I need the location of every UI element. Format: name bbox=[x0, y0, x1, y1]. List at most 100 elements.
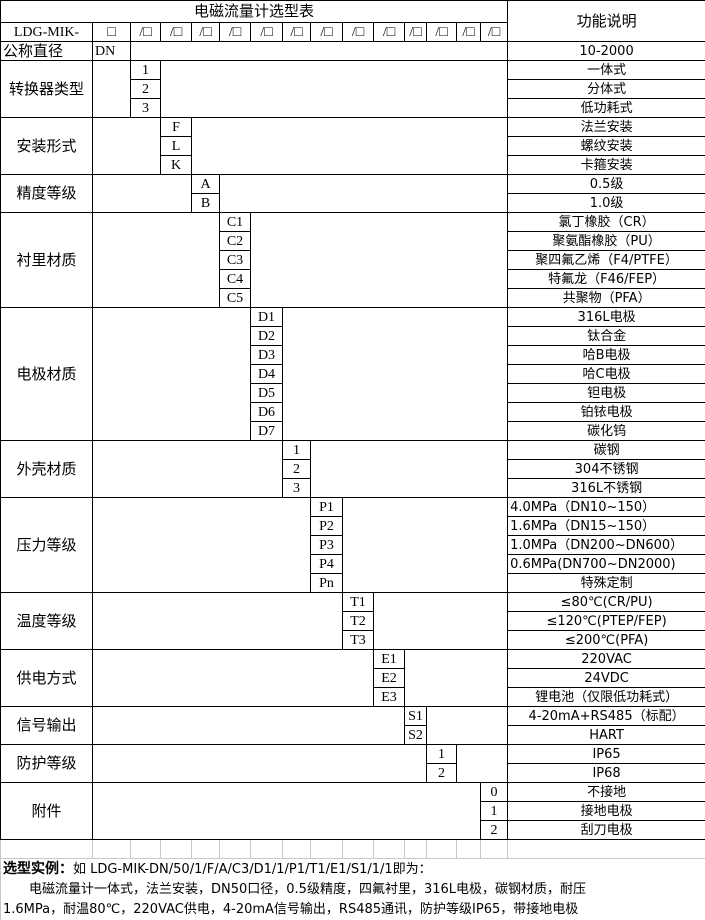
group-label: 防护等级 bbox=[1, 745, 93, 783]
empty-cell bbox=[374, 593, 508, 650]
option-code: P4 bbox=[311, 555, 343, 574]
empty-cell bbox=[220, 175, 508, 213]
option-desc: 氯丁橡胶（CR） bbox=[508, 213, 705, 232]
option-desc: 0.6MPa(DN700~DN2000) bbox=[508, 555, 705, 574]
option-desc: 共聚物（PFA） bbox=[508, 289, 705, 308]
model-slot: /□ bbox=[283, 23, 311, 42]
option-desc: 低功耗式 bbox=[508, 99, 705, 118]
option-desc: 钛合金 bbox=[508, 327, 705, 346]
option-code: 1 bbox=[427, 745, 457, 764]
nominal-row: 公称直径 DN 10-2000 bbox=[1, 42, 705, 61]
title-row: 电磁流量计选型表 功能说明 bbox=[1, 1, 705, 23]
empty-cell bbox=[93, 498, 311, 593]
option-desc: ≤200℃(PFA) bbox=[508, 631, 705, 650]
empty-cell bbox=[93, 783, 481, 840]
group-label: 衬里材质 bbox=[1, 213, 93, 308]
option-code: 1 bbox=[283, 441, 311, 460]
option-code: C2 bbox=[220, 232, 251, 251]
option-desc: 哈C电极 bbox=[508, 365, 705, 384]
model-slot: /□ bbox=[251, 23, 283, 42]
option-code: F bbox=[161, 118, 192, 137]
option-code: K bbox=[161, 156, 192, 175]
option-code: E1 bbox=[374, 650, 405, 669]
option-desc: 1.0级 bbox=[508, 194, 705, 213]
empty-cell bbox=[93, 308, 251, 441]
option-desc: 4-20mA+RS485（标配） bbox=[508, 707, 705, 726]
option-code: 2 bbox=[283, 460, 311, 479]
empty-cell bbox=[251, 840, 283, 859]
empty-cell bbox=[93, 707, 405, 745]
option-desc: 碳化钨 bbox=[508, 422, 705, 441]
model-prefix: LDG-MIK- bbox=[1, 23, 93, 42]
option-desc: 分体式 bbox=[508, 80, 705, 99]
model-slot: /□ bbox=[374, 23, 405, 42]
example-text: 如 LDG-MIK-DN/50/1/F/A/C3/D1/1/P1/T1/E1/S… bbox=[73, 862, 432, 877]
option-code: D1 bbox=[251, 308, 283, 327]
option-desc: 聚四氟乙烯（F4/PTFE） bbox=[508, 251, 705, 270]
option-code: D2 bbox=[251, 327, 283, 346]
option-code: 0 bbox=[481, 783, 508, 802]
empty-cell bbox=[457, 840, 481, 859]
option-desc: HART bbox=[508, 726, 705, 745]
option-desc: 0.5级 bbox=[508, 175, 705, 194]
option-desc: 螺纹安装 bbox=[508, 137, 705, 156]
option-desc: 刮刀电极 bbox=[508, 821, 705, 840]
option-code: 2 bbox=[427, 764, 457, 783]
model-slot: /□ bbox=[481, 23, 508, 42]
option-desc: 24VDC bbox=[508, 669, 705, 688]
model-slot: /□ bbox=[457, 23, 481, 42]
nominal-label: 公称直径 bbox=[1, 42, 93, 61]
option-code: D7 bbox=[251, 422, 283, 441]
empty-cell bbox=[508, 840, 705, 859]
option-code: 3 bbox=[131, 99, 161, 118]
empty-cell bbox=[93, 61, 131, 118]
example-line-1: 选型实例：如 LDG-MIK-DN/50/1/F/A/C3/D1/1/P1/T1… bbox=[3, 859, 705, 880]
empty-cell bbox=[1, 840, 93, 859]
option-code: C1 bbox=[220, 213, 251, 232]
option-desc: IP65 bbox=[508, 745, 705, 764]
option-desc: 304不锈钢 bbox=[508, 460, 705, 479]
option-code: P2 bbox=[311, 517, 343, 536]
option-desc: 316L电极 bbox=[508, 308, 705, 327]
group-label: 精度等级 bbox=[1, 175, 93, 213]
group-label: 压力等级 bbox=[1, 498, 93, 593]
empty-cell bbox=[405, 840, 427, 859]
model-slot: /□ bbox=[311, 23, 343, 42]
selection-table: 电磁流量计选型表 功能说明 LDG-MIK- □ /□/□/□/□/□/□/□/… bbox=[0, 0, 705, 859]
empty-cell bbox=[283, 308, 508, 441]
option-code: 2 bbox=[131, 80, 161, 99]
example-heading: 选型实例： bbox=[3, 861, 73, 877]
option-code: D4 bbox=[251, 365, 283, 384]
empty-cell bbox=[343, 498, 508, 593]
empty-cell bbox=[457, 745, 508, 783]
nominal-desc: 10-2000 bbox=[508, 42, 705, 61]
option-desc: 锂电池（仅限低功耗式） bbox=[508, 688, 705, 707]
empty-cell bbox=[220, 840, 251, 859]
model-slot: /□ bbox=[343, 23, 374, 42]
option-desc: IP68 bbox=[508, 764, 705, 783]
table-title: 电磁流量计选型表 bbox=[1, 1, 508, 23]
empty-cell bbox=[251, 213, 508, 308]
group-label: 转换器类型 bbox=[1, 61, 93, 118]
empty-cell bbox=[93, 213, 220, 308]
empty-cell bbox=[374, 840, 405, 859]
option-code: 2 bbox=[481, 821, 508, 840]
option-code: T3 bbox=[343, 631, 374, 650]
option-code: C3 bbox=[220, 251, 251, 270]
option-desc: 铂铱电极 bbox=[508, 403, 705, 422]
option-code: T2 bbox=[343, 612, 374, 631]
empty-cell bbox=[93, 650, 374, 707]
option-desc: 钽电极 bbox=[508, 384, 705, 403]
empty-cell bbox=[311, 840, 343, 859]
empty-cell bbox=[93, 175, 192, 213]
option-code: E3 bbox=[374, 688, 405, 707]
option-code: 3 bbox=[283, 479, 311, 498]
